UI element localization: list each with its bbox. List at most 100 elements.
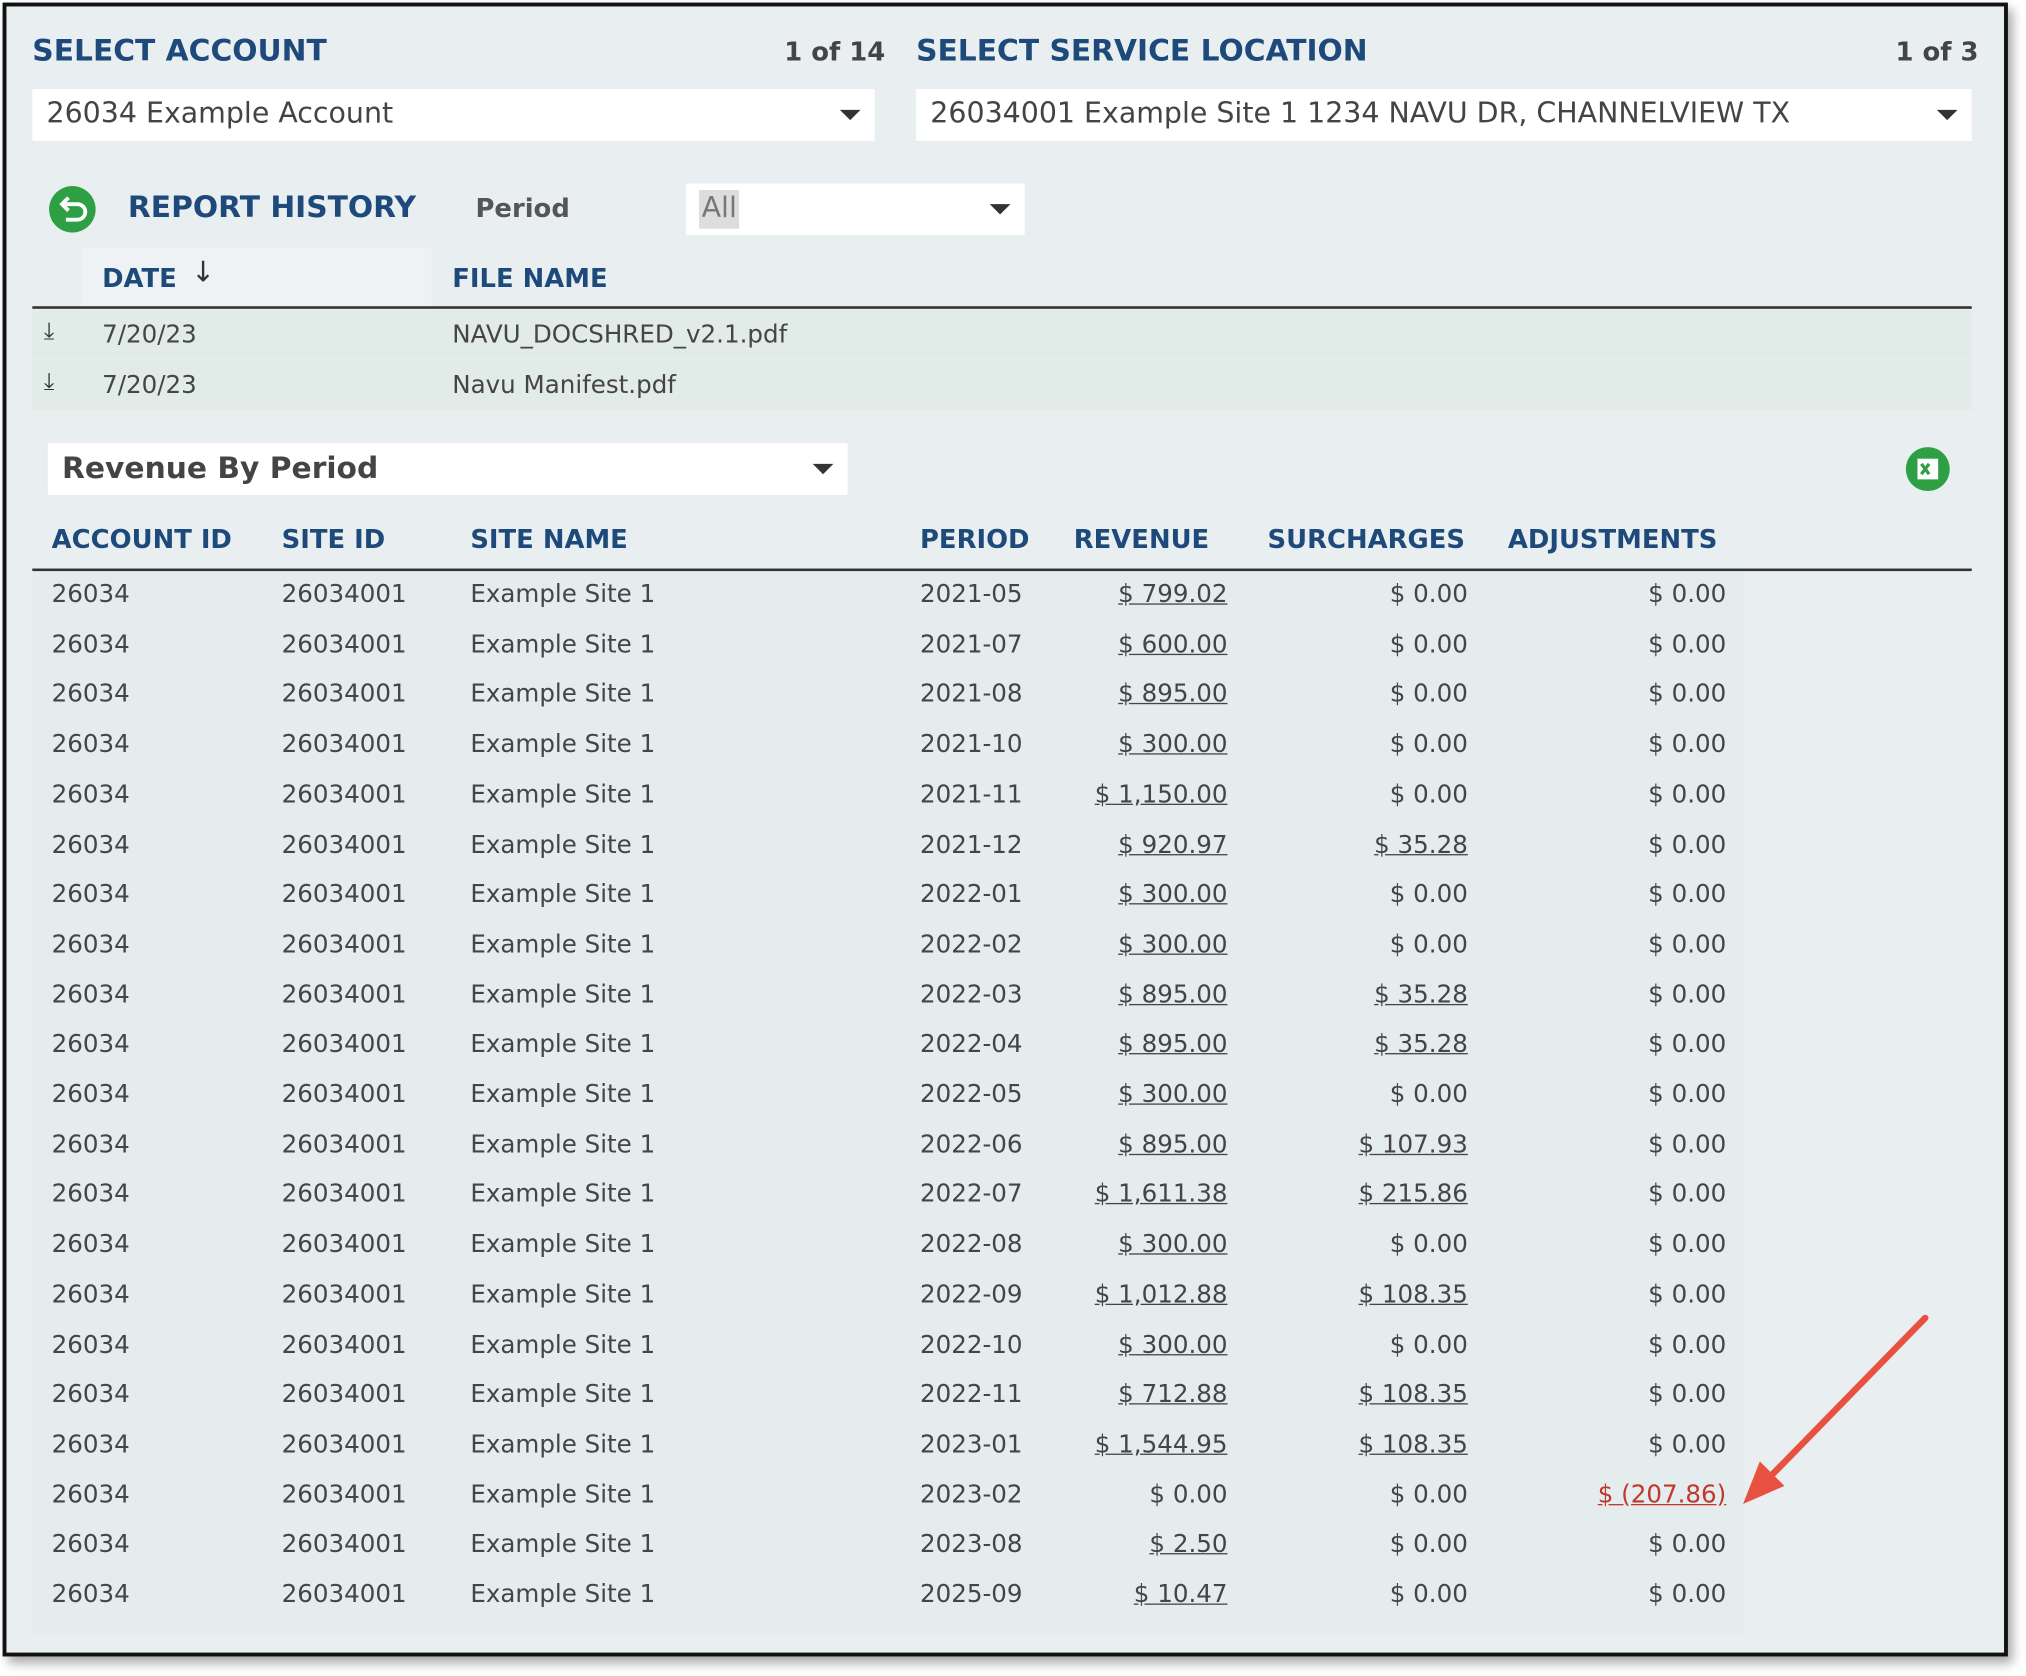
table-cell: 2021-11 — [919, 780, 1023, 809]
table-cell: 26034001 — [281, 780, 407, 809]
table-cell[interactable]: $ 300.00 — [1118, 880, 1228, 909]
table-cell: $ 0.00 — [1389, 1330, 1468, 1359]
download-icon[interactable]: ⤓ — [43, 367, 55, 395]
download-icon[interactable]: ⤓ — [43, 317, 55, 345]
period-select[interactable]: All — [686, 183, 1025, 236]
table-cell: 26034 — [51, 680, 130, 709]
table-cell[interactable]: $ (207.86) — [1597, 1480, 1727, 1509]
column-header: SITE ID — [281, 523, 386, 555]
table-cell[interactable]: $ 1,150.00 — [1094, 780, 1228, 809]
table-cell: $ 0.00 — [1648, 1580, 1727, 1609]
table-cell: 26034001 — [281, 1280, 407, 1309]
table-cell[interactable]: $ 895.00 — [1118, 980, 1228, 1009]
file-date: 7/20/23 — [102, 370, 197, 399]
table-cell: Example Site 1 — [470, 580, 656, 609]
table-cell: 26034 — [51, 1030, 130, 1059]
table-cell: Example Site 1 — [470, 1080, 656, 1109]
table-cell[interactable]: $ 300.00 — [1118, 1080, 1228, 1109]
table-cell[interactable]: $ 108.35 — [1358, 1280, 1468, 1309]
table-cell: Example Site 1 — [470, 980, 656, 1009]
table-cell[interactable]: $ 108.35 — [1358, 1380, 1468, 1409]
table-cell: 2025-09 — [919, 1580, 1023, 1609]
table-cell: 26034001 — [281, 1080, 407, 1109]
table-cell: 26034 — [51, 1280, 130, 1309]
table-cell: $ 0.00 — [1389, 630, 1468, 659]
section-label: SELECT SERVICE LOCATION — [916, 34, 1368, 69]
table-cell: $ 0.00 — [1648, 1130, 1727, 1159]
table-cell: 26034001 — [281, 730, 407, 759]
table-cell[interactable]: $ 895.00 — [1118, 1130, 1228, 1159]
table-cell[interactable]: $ 300.00 — [1118, 1230, 1228, 1259]
table-cell: Example Site 1 — [470, 1380, 656, 1409]
table-cell: 26034001 — [281, 1480, 407, 1509]
table-cell[interactable]: $ 35.28 — [1374, 1030, 1468, 1059]
column-header: REVENUE — [1073, 523, 1210, 555]
report-select[interactable]: Revenue By Period — [47, 443, 848, 495]
table-cell: $ 0.00 — [1648, 1280, 1727, 1309]
count: 1 of 3 — [1895, 36, 1979, 68]
table-cell: 2022-05 — [919, 1080, 1023, 1109]
table-cell[interactable]: $ 895.00 — [1118, 680, 1228, 709]
table-cell: $ 0.00 — [1389, 780, 1468, 809]
table-cell[interactable]: $ 920.97 — [1118, 830, 1228, 859]
column-header: DATE — [102, 262, 177, 294]
table-cell: 2022-11 — [919, 1380, 1023, 1409]
table-cell: Example Site 1 — [470, 930, 656, 959]
file-name: Navu Manifest.pdf — [452, 370, 676, 399]
table-cell[interactable]: $ 107.93 — [1358, 1130, 1468, 1159]
table-cell: 26034 — [51, 980, 130, 1009]
table-cell: $ 0.00 — [1648, 1530, 1727, 1559]
column-header: ADJUSTMENTS — [1507, 523, 1718, 555]
table-cell: $ 0.00 — [1648, 880, 1727, 909]
table-cell: Example Site 1 — [470, 1580, 656, 1609]
table-cell[interactable]: $ 35.28 — [1374, 830, 1468, 859]
table-cell[interactable]: $ 895.00 — [1118, 1030, 1228, 1059]
table-cell: 2021-10 — [919, 730, 1023, 759]
table-cell: Example Site 1 — [470, 830, 656, 859]
table-cell: 26034 — [51, 580, 130, 609]
table-cell[interactable]: $ 35.28 — [1374, 980, 1468, 1009]
table-cell[interactable]: $ 215.86 — [1358, 1180, 1468, 1209]
table-cell: $ 0.00 — [1389, 730, 1468, 759]
table-cell: 26034 — [51, 1230, 130, 1259]
location-select[interactable]: 26034001 Example Site 1 1234 NAVU DR, CH… — [916, 89, 1972, 141]
table-cell: $ 0.00 — [1648, 1080, 1727, 1109]
table-cell: $ 0.00 — [1149, 1480, 1228, 1509]
table-cell[interactable]: $ 1,012.88 — [1094, 1280, 1228, 1309]
table-cell: $ 0.00 — [1648, 980, 1727, 1009]
excel-icon[interactable] — [1905, 447, 1950, 491]
dropdown-text: 26034 Example Account — [46, 98, 394, 131]
column-header: PERIOD — [919, 523, 1030, 555]
table-cell: $ 0.00 — [1389, 1080, 1468, 1109]
field-label: Period — [475, 192, 570, 224]
table-cell: $ 0.00 — [1648, 1330, 1727, 1359]
column-header: FILE NAME — [452, 262, 608, 294]
table-cell: Example Site 1 — [470, 1230, 656, 1259]
table-cell: $ 0.00 — [1389, 1580, 1468, 1609]
table-cell: 26034 — [51, 1080, 130, 1109]
table-cell[interactable]: $ 799.02 — [1118, 580, 1228, 609]
table-cell: 2022-03 — [919, 980, 1023, 1009]
table-cell[interactable]: $ 712.88 — [1118, 1380, 1228, 1409]
table-cell[interactable]: $ 300.00 — [1118, 930, 1228, 959]
table-cell: Example Site 1 — [470, 680, 656, 709]
table-cell: Example Site 1 — [470, 1430, 656, 1459]
table-cell[interactable]: $ 1,544.95 — [1094, 1430, 1228, 1459]
table-cell: 2023-01 — [919, 1430, 1023, 1459]
table-cell: 26034 — [51, 730, 130, 759]
table-cell: $ 0.00 — [1648, 1380, 1727, 1409]
table-cell[interactable]: $ 10.47 — [1133, 1580, 1228, 1609]
table-cell[interactable]: $ 108.35 — [1358, 1430, 1468, 1459]
dropdown-caret — [989, 204, 1011, 215]
table-cell: 26034001 — [281, 580, 407, 609]
table-cell: Example Site 1 — [470, 1280, 656, 1309]
table-cell: 26034 — [51, 1180, 130, 1209]
table-cell[interactable]: $ 1,611.38 — [1094, 1180, 1228, 1209]
table-cell[interactable]: $ 300.00 — [1118, 1330, 1228, 1359]
account-select[interactable]: 26034 Example Account — [32, 89, 875, 141]
table-cell[interactable]: $ 600.00 — [1118, 630, 1228, 659]
back-icon[interactable] — [49, 186, 96, 233]
table-cell[interactable]: $ 300.00 — [1118, 730, 1228, 759]
table-cell[interactable]: $ 2.50 — [1149, 1530, 1228, 1559]
